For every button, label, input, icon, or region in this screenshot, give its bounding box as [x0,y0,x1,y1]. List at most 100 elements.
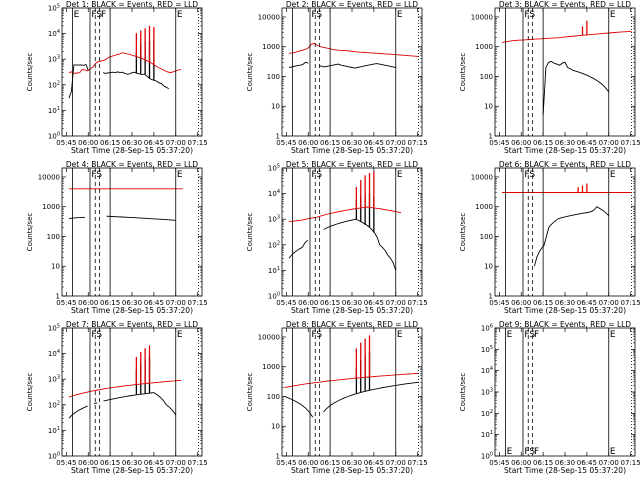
y-tick-label: 100 [48,452,60,461]
interval-marker-label-bottom: S [529,447,535,457]
series-events-line [542,60,610,116]
x-tick-label: 05:45 [56,139,76,147]
panel-title: Det 8: BLACK = Events, RED = LLD [286,320,418,329]
x-tick-label: 07:00 [599,459,619,467]
panel-det-7: Det 7: BLACK = Events, RED = LLD 100 101 10… [26,320,208,475]
y-tick-label: 106 [481,324,493,333]
y-tick-label: 1000 [475,43,493,51]
y-tick-label: 100 [480,233,493,241]
series-lld-line [284,372,419,388]
y-tick-label: 101 [481,430,493,439]
interval-marker-label: F [91,330,96,340]
series-events-line [68,392,177,419]
plot-frame [61,7,203,137]
y-tick-label: 1000 [262,43,280,51]
x-tick-label: 07:00 [166,139,186,147]
x-tick-label: 05:45 [56,459,76,467]
x-tick-label: 06:15 [533,299,553,307]
x-axis-label: Start Time (28-Sep-15 05:37:20) [504,466,626,475]
x-tick-label: 07:00 [166,459,186,467]
series-events-line [68,215,176,221]
y-tick-label: 1000 [262,363,280,371]
interval-marker-label: E [397,330,403,340]
y-tick-label: 1000 [42,203,60,211]
x-axis-label: Start Time (28-Sep-15 05:37:20) [71,466,193,475]
x-tick-label: 06:45 [144,139,164,147]
y-tick-label: 102 [268,240,280,249]
interval-marker-label: E [177,170,183,180]
panel-title: Det 1: BLACK = Events, RED = LLD [66,0,198,9]
y-tick-label: 1000 [475,203,493,211]
x-tick-label: 06:45 [364,139,384,147]
x-axis-label: Start Time (28-Sep-15 05:37:20) [71,306,193,315]
x-tick-label: 06:15 [100,139,120,147]
x-tick-label: 06:15 [320,459,340,467]
interval-marker-label-bottom: E [610,447,616,457]
series-lld-line [68,52,182,74]
x-tick-label: 07:00 [386,139,406,147]
x-tick-label: 07:15 [188,459,208,467]
x-axis-label: Start Time (28-Sep-15 05:37:20) [291,466,413,475]
panel-title: Det 2: BLACK = Events, RED = LLD [286,0,418,9]
y-tick-label: 102 [481,409,493,418]
series-lld-line [68,379,182,398]
x-axis-label: Start Time (28-Sep-15 05:37:20) [71,146,193,155]
x-tick-label: 06:30 [555,139,575,147]
interval-marker-label: F [524,170,529,180]
panel-det-6: Det 6: BLACK = Events, RED = LLD 1 10 100 10… [459,160,640,315]
x-tick-label: 06:00 [78,459,98,467]
x-tick-label: 07:00 [386,459,406,467]
interval-marker-label: F [91,170,96,180]
x-tick-label: 06:30 [122,459,142,467]
series-lld-line [501,30,632,43]
x-tick-label: 06:00 [298,299,318,307]
y-tick-label: 10000 [258,13,280,21]
y-tick-label: 100 [47,233,60,241]
panel-det-2: Det 2: BLACK = Events, RED = LLD 1 10 100 10… [246,0,428,155]
x-tick-label: 07:15 [188,139,208,147]
x-tick-label: 06:00 [511,139,531,147]
y-tick-label: 105 [48,4,60,13]
y-tick-label: 102 [48,400,60,409]
y-tick-label: 1 [489,293,493,301]
y-tick-label: 104 [48,349,60,358]
x-tick-label: 06:00 [78,299,98,307]
x-tick-label: 05:45 [489,459,509,467]
y-tick-label: 10 [484,263,493,271]
x-tick-label: 06:15 [533,139,553,147]
y-tick-label: 100 [48,132,60,141]
x-tick-label: 06:00 [298,139,318,147]
y-tick-label: 103 [481,388,493,397]
interval-marker-label: E [610,330,616,340]
x-tick-label: 06:15 [533,459,553,467]
x-tick-label: 07:00 [599,139,619,147]
x-tick-label: 06:30 [555,459,575,467]
x-tick-label: 06:15 [320,299,340,307]
x-tick-label: 07:15 [408,299,428,307]
x-tick-label: 06:30 [555,299,575,307]
x-tick-label: 05:45 [276,459,296,467]
y-tick-label: 100 [268,292,280,301]
y-tick-label: 1 [276,453,280,461]
panel-title: Det 5: BLACK = Events, RED = LLD [286,160,418,169]
x-tick-label: 05:45 [276,299,296,307]
panel-det-4: Det 4: BLACK = Events, RED = LLD 1 10 100 10… [26,160,208,315]
y-tick-label: 101 [48,106,60,115]
x-tick-label: 07:15 [621,139,640,147]
x-tick-label: 06:00 [78,139,98,147]
y-tick-label: 10000 [38,173,60,181]
plot-frame [494,167,636,297]
series-events-line [288,61,396,69]
x-tick-label: 06:30 [122,299,142,307]
x-tick-label: 06:45 [144,299,164,307]
x-tick-label: 07:00 [166,299,186,307]
x-tick-label: 06:15 [100,459,120,467]
y-axis-label: Counts/sec [459,53,467,92]
x-tick-label: 06:00 [511,299,531,307]
x-axis-label: Start Time (28-Sep-15 05:37:20) [504,146,626,155]
x-tick-label: 07:00 [599,299,619,307]
panel-det-5: Det 5: BLACK = Events, RED = LLD 100 101 10… [246,160,428,315]
y-axis-label: Counts/sec [26,373,34,412]
y-tick-label: 101 [268,266,280,275]
series-events-line [284,381,419,418]
